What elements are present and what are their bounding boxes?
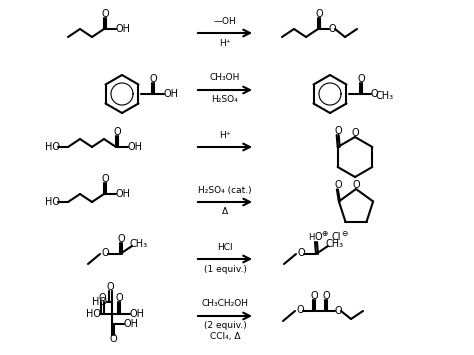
Text: O: O — [116, 293, 123, 303]
Text: HO: HO — [45, 197, 60, 207]
Text: O: O — [357, 74, 365, 84]
Text: O: O — [113, 127, 121, 137]
Text: O: O — [101, 248, 109, 258]
Text: —OH: —OH — [214, 16, 237, 26]
Text: O: O — [310, 291, 318, 301]
Text: O: O — [334, 180, 342, 190]
Text: H₂SO₄: H₂SO₄ — [211, 95, 238, 104]
Text: O: O — [149, 74, 157, 84]
Text: O: O — [101, 9, 109, 19]
Text: O: O — [118, 234, 125, 244]
Text: O: O — [107, 282, 115, 292]
Text: ⊕: ⊕ — [321, 229, 327, 237]
Text: HO: HO — [45, 142, 60, 152]
Text: CCl₄, Δ: CCl₄, Δ — [210, 332, 240, 340]
Text: O: O — [296, 305, 304, 315]
Text: O: O — [328, 24, 336, 34]
Text: Δ: Δ — [222, 208, 228, 217]
Text: Cl: Cl — [331, 232, 341, 242]
Text: O: O — [334, 306, 342, 316]
Text: O: O — [370, 89, 378, 99]
Text: H₂SO₄ (cat.): H₂SO₄ (cat.) — [198, 186, 252, 195]
Text: OH: OH — [124, 319, 138, 329]
Text: OH: OH — [164, 89, 179, 99]
Text: CH₃: CH₃ — [130, 239, 148, 249]
Text: CH₃: CH₃ — [326, 239, 344, 249]
Text: OH: OH — [116, 189, 130, 199]
Text: (2 equiv.): (2 equiv.) — [204, 322, 246, 331]
Text: O: O — [334, 126, 342, 136]
Text: OH: OH — [129, 309, 145, 319]
Text: O: O — [101, 174, 109, 184]
Text: HO: HO — [92, 297, 108, 307]
Text: HO: HO — [86, 309, 101, 319]
Text: OH: OH — [116, 24, 130, 34]
Text: H: H — [308, 233, 314, 241]
Text: O: O — [99, 293, 107, 303]
Text: CH₃: CH₃ — [376, 91, 394, 101]
Text: O: O — [314, 232, 322, 242]
Text: HCl: HCl — [217, 242, 233, 251]
Text: O: O — [351, 128, 359, 138]
Text: (1 equiv.): (1 equiv.) — [203, 264, 246, 273]
Text: O: O — [297, 248, 305, 258]
Text: CH₃CH₂OH: CH₃CH₂OH — [201, 300, 248, 308]
Text: O: O — [109, 334, 117, 344]
Text: CH₃OH: CH₃OH — [210, 73, 240, 82]
Text: O: O — [352, 180, 360, 190]
Text: O: O — [322, 291, 330, 301]
Text: ⊖: ⊖ — [341, 229, 347, 237]
Text: H⁺: H⁺ — [219, 38, 231, 48]
Text: O: O — [315, 9, 323, 19]
Text: OH: OH — [128, 142, 143, 152]
Text: H⁺: H⁺ — [219, 131, 231, 140]
